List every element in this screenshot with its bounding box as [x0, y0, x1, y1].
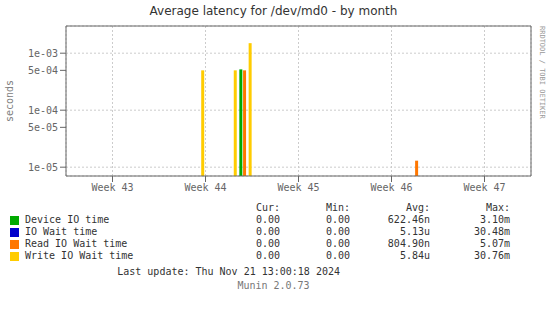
svg-text:Week 46: Week 46: [370, 182, 412, 193]
html-text:3.10m: 3.10m: [479, 214, 510, 225]
html-text:0.00: 0.00: [325, 238, 350, 249]
html-text:Average latency for /dev/md0 -: Average latency for /dev/md0 - by month: [149, 4, 398, 18]
html-text:804.90n: 804.90n: [387, 238, 430, 249]
svg-text:5e-05: 5e-05: [28, 122, 58, 133]
svg-text:Week 47: Week 47: [463, 182, 505, 193]
html-text:30.48m: 30.48m: [473, 226, 510, 237]
html-text:Max:: Max:: [485, 202, 510, 213]
html-text:Read IO Wait time: Read IO Wait time: [25, 238, 128, 249]
svg-text:1e-03: 1e-03: [28, 48, 58, 59]
svg-text:Week 45: Week 45: [277, 182, 319, 193]
svg-text:5e-04: 5e-04: [28, 65, 58, 76]
html-text:622.46n: 622.46n: [387, 214, 430, 225]
html-text:Min:: Min:: [325, 202, 350, 213]
svg-text:Week 44: Week 44: [184, 182, 226, 193]
html-text:5.84u: 5.84u: [399, 250, 430, 261]
html-text:Cur:: Cur:: [255, 202, 280, 213]
svg-text:1e-05: 1e-05: [28, 162, 58, 173]
svg-text:1e-04: 1e-04: [28, 105, 58, 116]
html-text:RRDTOOL / TOBI OETIKER: RRDTOOL / TOBI OETIKER: [538, 26, 546, 119]
html-text:0.00: 0.00: [325, 250, 350, 261]
html-text:Device IO time: Device IO time: [25, 214, 110, 225]
html-text:5.07m: 5.07m: [479, 238, 510, 249]
svg-text:Week 43: Week 43: [91, 182, 133, 193]
html-text:0.00: 0.00: [255, 250, 280, 261]
html-text:30.76m: 30.76m: [473, 250, 510, 261]
html-text:0.00: 0.00: [255, 214, 280, 225]
html-text:IO Wait time: IO Wait time: [25, 226, 98, 237]
html-text:5.13u: 5.13u: [399, 226, 430, 237]
html-text:0.00: 0.00: [325, 226, 350, 237]
html-text:Munin 2.0.73: Munin 2.0.73: [237, 280, 310, 291]
html-text:0.00: 0.00: [255, 226, 280, 237]
svg-text:seconds: seconds: [8, 80, 15, 122]
html-text:Last update: Thu Nov 21 13:00:: Last update: Thu Nov 21 13:00:18 2024: [117, 266, 340, 277]
html-text:0.00: 0.00: [255, 238, 280, 249]
html-text:0.00: 0.00: [325, 214, 350, 225]
html-text:Write IO Wait time: Write IO Wait time: [25, 250, 134, 261]
html-text:Avg:: Avg:: [405, 202, 430, 213]
